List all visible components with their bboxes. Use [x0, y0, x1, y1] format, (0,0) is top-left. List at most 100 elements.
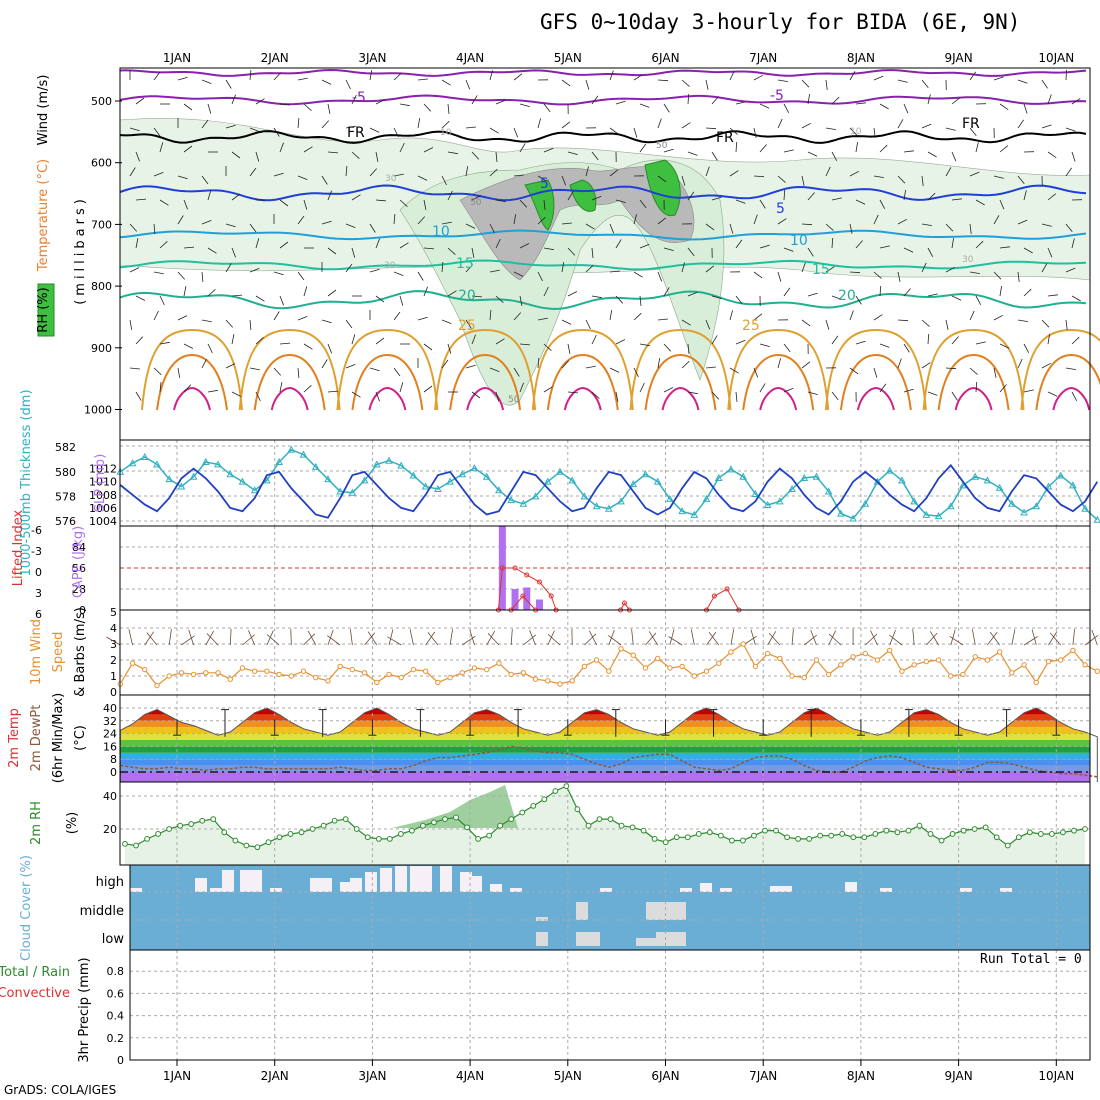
pressure-tick-label: 600: [91, 157, 112, 170]
upper-wind-barb: [135, 336, 144, 345]
upper-wind-barb: [129, 367, 140, 370]
cloud-high-block: [470, 876, 482, 892]
temp-tick-label: 24: [103, 728, 117, 741]
upper-wind-barb: [207, 190, 212, 201]
ylabel-left-text: Wind (m/s): [36, 75, 51, 146]
upper-wind-barb: [945, 266, 955, 273]
surface-wind-barb: [810, 629, 817, 646]
precip-total-label: Total / Rain: [0, 965, 70, 980]
cloud-high-block: [770, 886, 782, 892]
thickness-point: [995, 483, 1004, 491]
cloud-high-block: [490, 884, 502, 892]
rh2m-point: [144, 836, 150, 842]
surface-wind-barb: [768, 632, 781, 646]
upper-wind-barb: [657, 271, 663, 282]
cloud-high-block: [600, 888, 612, 892]
thickness-point: [1093, 515, 1100, 523]
cloud-high-block: [420, 866, 432, 892]
upper-wind-barb: [993, 215, 1000, 225]
wind-speed-point: [691, 673, 698, 679]
thickness-point: [861, 499, 870, 507]
ylabel-left-1: Temperature (°C): [36, 159, 51, 272]
rh2m-point: [1004, 842, 1011, 849]
temp-contour-15: [119, 259, 1087, 271]
upper-wind-barb: [615, 199, 626, 203]
upper-wind-barb: [351, 151, 360, 159]
thickness-point: [495, 486, 503, 494]
wind-speed-point: [593, 657, 600, 663]
upper-wind-barb: [489, 127, 499, 134]
upper-wind-barb: [273, 367, 281, 376]
upper-wind-barb: [465, 79, 471, 90]
rh2m-point: [1048, 831, 1055, 837]
rh2m-point: [817, 832, 824, 839]
cape-ylabel-text: Lifted Index: [11, 509, 26, 586]
upper-wind-barb: [735, 339, 746, 345]
upper-wind-barb: [471, 247, 475, 258]
upper-wind-barb: [399, 199, 408, 207]
top-date-label: 2JAN: [261, 51, 289, 65]
li-point: [520, 593, 526, 599]
li-point: [524, 572, 530, 578]
upper-wind-barb: [159, 341, 170, 345]
rh2m-point: [276, 834, 283, 841]
upper-wind-barb: [591, 247, 594, 258]
thickness-point: [275, 457, 283, 465]
upper-wind-barb: [177, 215, 184, 225]
rh2m-point: [795, 836, 802, 842]
temp-ylabel-text: (6hr Min/Max): [51, 693, 66, 783]
thickness-point: [543, 477, 552, 485]
upper-wind-barb: [159, 241, 168, 249]
wind-speed-point: [887, 647, 893, 654]
upper-wind-barb: [279, 295, 284, 306]
surface-wind-barb: [350, 629, 353, 646]
upper-wind-barb: [177, 315, 188, 321]
thickness-point: [934, 512, 943, 520]
upper-wind-barb: [711, 96, 719, 105]
rh2m-point: [464, 824, 470, 831]
upper-wind-barb: [345, 319, 353, 329]
upper-wind-barb: [255, 391, 261, 402]
upper-wind-barb: [639, 199, 647, 209]
rh2m-point: [1015, 834, 1022, 841]
upper-wind-barb: [183, 145, 193, 153]
upper-wind-barb: [1041, 124, 1052, 129]
thickness-point: [238, 477, 247, 485]
rh2m-point: [717, 832, 724, 839]
upper-wind-barb: [369, 168, 377, 177]
upper-wind-barb: [927, 247, 934, 257]
temp-band: [120, 740, 1090, 747]
upper-wind-barb: [927, 192, 936, 201]
wind-speed-line: [119, 643, 1098, 687]
upper-wind-barb: [375, 238, 380, 249]
surface-wind-barb: [828, 633, 842, 646]
surface-wind-barb: [708, 631, 720, 646]
temp-contour-25: [629, 328, 732, 411]
upper-wind-barb: [873, 214, 879, 225]
upper-wind-barb: [345, 79, 351, 90]
upper-wind-barb: [177, 367, 181, 378]
rh-legend-swatch: [37, 283, 55, 337]
surface-wind-barb: [648, 631, 659, 646]
thickness-point: [409, 471, 418, 479]
thickness-point: [837, 509, 845, 517]
surface-wind-barb: [989, 631, 1000, 646]
temp-contour--5: [119, 94, 1087, 106]
upper-wind-barb: [681, 79, 690, 87]
upper-wind-barb: [441, 261, 444, 273]
upper-wind-barb: [975, 341, 986, 345]
surface-wind-barb: [1072, 629, 1075, 646]
upper-wind-barb: [975, 381, 978, 393]
upper-wind-barb: [903, 343, 910, 353]
upper-wind-barb: [1071, 238, 1075, 249]
cloud-high-block: [222, 870, 234, 892]
surface-wind-barb: [750, 629, 756, 646]
upper-wind-barb: [1017, 319, 1028, 322]
upper-wind-barb: [351, 194, 361, 201]
wind-speed-point: [654, 655, 661, 662]
wind-speed-point: [899, 668, 905, 674]
li-point: [512, 565, 518, 571]
upper-wind-barb: [687, 343, 690, 354]
thickness-point: [1008, 499, 1016, 507]
upper-wind-barb: [1065, 167, 1073, 177]
